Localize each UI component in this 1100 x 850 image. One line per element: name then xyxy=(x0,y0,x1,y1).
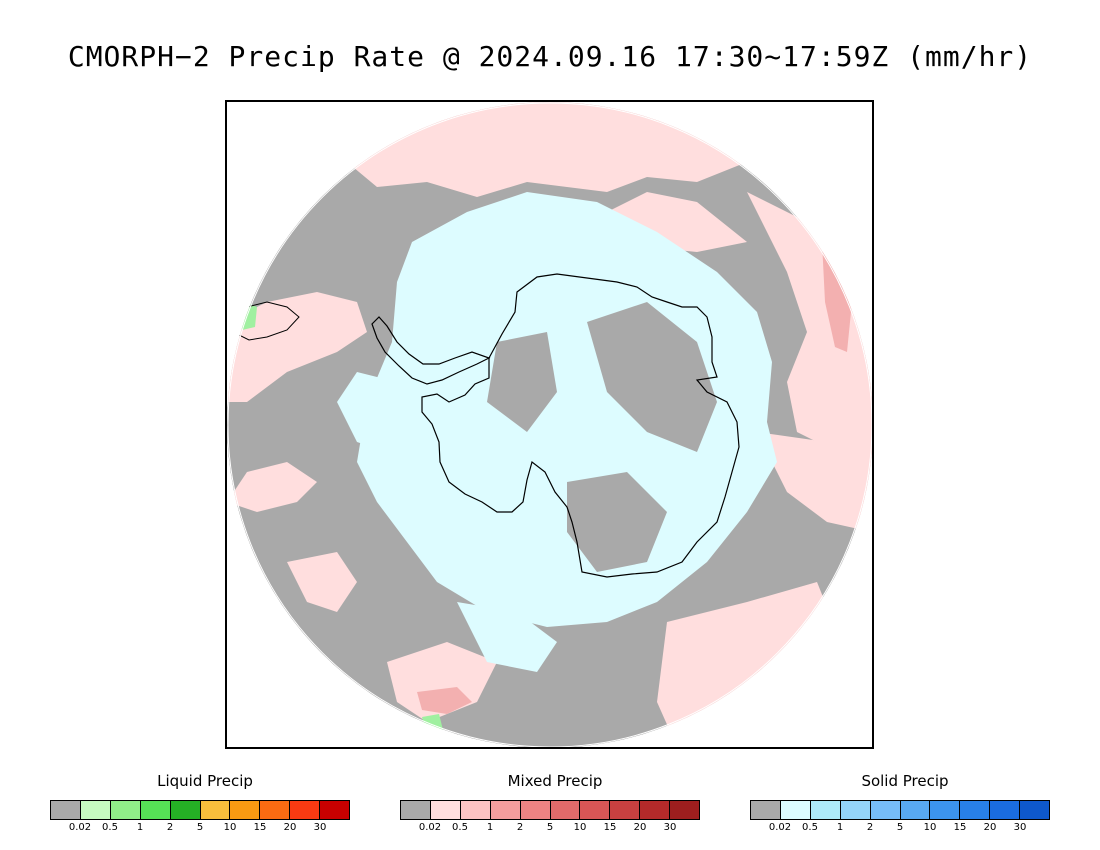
legend-tick-solid-3: 2 xyxy=(866,822,874,833)
legend-swatch-liquid-0 xyxy=(51,801,81,819)
legend-swatch-mixed-7 xyxy=(610,801,641,819)
legend-swatch-solid-0 xyxy=(751,801,781,819)
antarctic-peninsula xyxy=(371,316,491,385)
legend-tick-liquid-5: 10 xyxy=(223,822,237,833)
legend-tick-liquid-0: 0.02 xyxy=(68,822,92,833)
disc-edge xyxy=(227,102,872,747)
legend-tick-solid-5: 10 xyxy=(923,822,937,833)
legend-tick-liquid-8: 30 xyxy=(313,822,327,833)
legend-swatch-liquid-3 xyxy=(140,801,171,819)
legend-swatch-liquid-1 xyxy=(80,801,111,819)
legend-tick-solid-6: 15 xyxy=(953,822,967,833)
legend-swatch-mixed-8 xyxy=(640,801,671,819)
legend-swatch-solid-8 xyxy=(990,801,1021,819)
mixed-moderate-east xyxy=(822,242,852,352)
legend-swatch-mixed-4 xyxy=(520,801,551,819)
legend-swatch-mixed-3 xyxy=(490,801,521,819)
legend-tick-liquid-4: 5 xyxy=(196,822,204,833)
mixed-region-west-lower xyxy=(227,462,317,512)
legend-tick-solid-7: 20 xyxy=(983,822,997,833)
grey-patch-east xyxy=(587,302,717,452)
legend-swatch-mixed-2 xyxy=(460,801,491,819)
polar-map xyxy=(225,100,874,749)
legend-tick-liquid-3: 2 xyxy=(166,822,174,833)
mixed-moderate-regions xyxy=(417,242,852,714)
legend-tick-solid-0: 0.02 xyxy=(768,822,792,833)
legend-title-solid: Solid Precip xyxy=(861,772,949,790)
legend-mixed-precip: Mixed Precip 0.02 0.5 1 2 5 10 15 20 30 xyxy=(400,772,710,833)
solid-region-west-arm xyxy=(337,372,417,452)
mixed-region-southwest xyxy=(287,552,357,612)
legend-tick-mixed-4: 5 xyxy=(546,822,554,833)
legend-swatch-liquid-5 xyxy=(200,801,231,819)
precip-map-canvas xyxy=(227,102,872,747)
mixed-region-north xyxy=(347,102,747,197)
grey-patch-center xyxy=(487,332,557,432)
legend-swatch-liquid-7 xyxy=(260,801,291,819)
legend-swatch-solid-1 xyxy=(780,801,811,819)
legend-tick-solid-8: 30 xyxy=(1013,822,1027,833)
legend-swatch-solid-5 xyxy=(900,801,931,819)
mixed-moderate-south xyxy=(417,687,472,714)
legend-colorbar-mixed xyxy=(400,800,700,820)
legend-liquid-precip: Liquid Precip 0.02 0.5 1 2 5 10 15 20 30 xyxy=(50,772,360,833)
mixed-precip-regions xyxy=(227,102,872,747)
legend-swatch-solid-4 xyxy=(870,801,901,819)
legend-tick-solid-2: 1 xyxy=(836,822,844,833)
legend-solid-precip: Solid Precip 0.02 0.5 1 2 5 10 15 20 30 xyxy=(750,772,1060,833)
legend-title-mixed: Mixed Precip xyxy=(507,772,603,790)
mixed-region-southeast xyxy=(657,582,837,747)
legend-tick-solid-1: 0.5 xyxy=(802,822,818,833)
legend-ticks-liquid: 0.02 0.5 1 2 5 10 15 20 30 xyxy=(50,822,350,836)
legend-swatch-liquid-2 xyxy=(110,801,141,819)
legend-tick-liquid-2: 1 xyxy=(136,822,144,833)
legend-swatch-solid-9 xyxy=(1020,801,1050,819)
legend-swatch-solid-6 xyxy=(930,801,961,819)
mixed-region-east-lower xyxy=(757,432,872,532)
legend-tick-mixed-3: 2 xyxy=(516,822,524,833)
continent-no-precip-patches xyxy=(487,302,717,572)
legend-swatch-liquid-9 xyxy=(320,801,350,819)
solid-precip-regions xyxy=(337,192,777,672)
legend-swatch-mixed-5 xyxy=(550,801,581,819)
legend-colorbar-liquid xyxy=(50,800,350,820)
chart-title: CMORPH−2 Precip Rate @ 2024.09.16 17:30~… xyxy=(67,40,1033,73)
legend-swatch-solid-2 xyxy=(810,801,841,819)
legend-swatch-mixed-6 xyxy=(580,801,611,819)
legend-tick-liquid-1: 0.5 xyxy=(102,822,118,833)
legend-swatch-mixed-0 xyxy=(401,801,431,819)
legend-ticks-mixed: 0.02 0.5 1 2 5 10 15 20 30 xyxy=(400,822,700,836)
legend-tick-mixed-1: 0.5 xyxy=(452,822,468,833)
legend-tick-liquid-6: 15 xyxy=(253,822,267,833)
legend-tick-mixed-5: 10 xyxy=(573,822,587,833)
legend-swatch-mixed-1 xyxy=(430,801,461,819)
mixed-region-east xyxy=(747,192,872,462)
legend-colorbar-solid xyxy=(750,800,1050,820)
solid-region-south-arm xyxy=(457,602,557,672)
legend-tick-mixed-8: 30 xyxy=(663,822,677,833)
legend-tick-solid-4: 5 xyxy=(896,822,904,833)
legend-swatch-liquid-4 xyxy=(170,801,201,819)
solid-region-polar xyxy=(357,192,777,627)
legend-swatch-solid-3 xyxy=(840,801,871,819)
legend-tick-mixed-6: 15 xyxy=(603,822,617,833)
legend-tick-mixed-7: 20 xyxy=(633,822,647,833)
grey-patch-south xyxy=(567,472,667,572)
legend-swatch-mixed-9 xyxy=(670,801,700,819)
legend-swatch-liquid-8 xyxy=(290,801,321,819)
antarctica-coastline xyxy=(421,273,740,578)
legend-swatch-solid-7 xyxy=(960,801,991,819)
precip-disc xyxy=(227,102,872,747)
legend-title-liquid: Liquid Precip xyxy=(157,772,253,790)
legend-tick-liquid-7: 20 xyxy=(283,822,297,833)
legend-ticks-solid: 0.02 0.5 1 2 5 10 15 20 30 xyxy=(750,822,1050,836)
legend-swatch-liquid-6 xyxy=(230,801,261,819)
mixed-region-west xyxy=(227,292,367,402)
legend-tick-mixed-0: 0.02 xyxy=(418,822,442,833)
legend-tick-mixed-2: 1 xyxy=(486,822,494,833)
